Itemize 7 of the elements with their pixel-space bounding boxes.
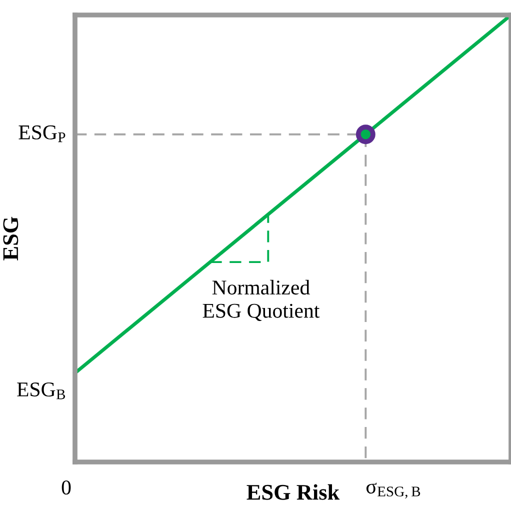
x-axis-title: ESG Risk	[246, 484, 340, 500]
text: ESG$_{B}$	[17, 382, 66, 400]
annotation: Normalized ESG Quotient	[202, 280, 320, 321]
y-axis-title: ESG	[3, 216, 18, 260]
text: σ$_{ESG,B}$	[366, 482, 420, 499]
text: 0	[62, 480, 71, 495]
text: ESG$_{P}$	[18, 125, 66, 142]
